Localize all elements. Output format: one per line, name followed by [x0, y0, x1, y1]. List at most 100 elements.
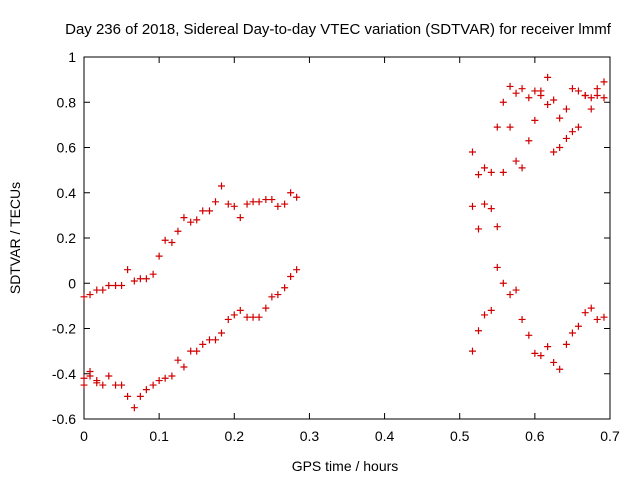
data-point — [105, 282, 113, 290]
data-point — [587, 94, 595, 102]
data-point — [512, 89, 520, 97]
y-tick-label: -0.6 — [52, 411, 76, 427]
data-point — [544, 343, 552, 351]
data-point — [193, 347, 201, 355]
data-point — [525, 94, 533, 102]
data-point — [155, 377, 163, 385]
x-tick-label: 0.4 — [375, 428, 395, 444]
data-point — [224, 315, 232, 323]
data-point — [562, 105, 570, 113]
data-point — [105, 372, 113, 380]
data-point — [149, 270, 157, 278]
data-point — [230, 311, 238, 319]
data-point — [525, 331, 533, 339]
data-point — [574, 322, 582, 330]
y-tick-label: -0.4 — [52, 366, 76, 382]
data-point — [556, 365, 564, 373]
series-upper-track — [80, 73, 608, 301]
data-point — [525, 137, 533, 145]
x-tick-label: 0 — [80, 428, 88, 444]
data-point — [287, 272, 295, 280]
data-point — [130, 404, 138, 412]
data-point — [481, 200, 489, 208]
data-point — [262, 196, 270, 204]
data-point — [531, 87, 539, 95]
data-point — [544, 101, 552, 109]
data-point — [199, 340, 207, 348]
data-point — [531, 116, 539, 124]
data-point — [487, 306, 495, 314]
data-point — [274, 291, 282, 299]
data-point — [487, 168, 495, 176]
data-point — [149, 381, 157, 389]
x-tick-label: 0.1 — [149, 428, 169, 444]
data-point — [506, 82, 514, 90]
data-point — [568, 85, 576, 93]
data-point — [80, 293, 88, 301]
data-point — [243, 200, 251, 208]
data-point — [550, 148, 558, 156]
data-point — [80, 374, 88, 382]
data-point — [249, 198, 257, 206]
data-point — [236, 214, 244, 222]
data-point — [518, 85, 526, 93]
data-point — [118, 381, 126, 389]
data-point — [86, 372, 94, 380]
x-tick-label: 0.7 — [600, 428, 620, 444]
data-point — [142, 275, 150, 283]
y-tick-label: -0.2 — [52, 321, 76, 337]
series-start-cluster — [80, 372, 101, 389]
y-tick-label: 0.2 — [57, 230, 77, 246]
data-point — [236, 306, 244, 314]
y-axis: -0.6 -0.4 -0.2 0 0.2 0.4 0.6 0.8 1 — [52, 49, 610, 427]
data-point — [230, 202, 238, 210]
data-point — [180, 214, 188, 222]
data-point — [168, 239, 176, 247]
data-point — [593, 91, 601, 99]
data-point — [556, 144, 564, 151]
data-point — [537, 91, 545, 99]
data-point — [468, 347, 476, 355]
data-point — [161, 236, 169, 244]
data-point — [136, 275, 144, 283]
data-point — [274, 202, 282, 210]
data-point — [205, 207, 213, 215]
x-tick-label: 0.5 — [450, 428, 470, 444]
data-point — [506, 123, 514, 131]
data-point — [293, 266, 301, 274]
data-point — [550, 96, 558, 104]
y-axis-label: SDTVAR / TECUs — [7, 182, 23, 294]
data-point — [574, 123, 582, 131]
data-point — [600, 94, 608, 102]
data-point — [168, 372, 176, 380]
data-point — [581, 91, 589, 99]
data-point — [93, 286, 101, 294]
data-point — [80, 381, 88, 389]
data-point — [142, 386, 150, 394]
data-point — [249, 313, 257, 321]
data-point — [281, 284, 289, 292]
data-point — [130, 277, 138, 285]
data-point — [568, 128, 576, 136]
data-point — [518, 315, 526, 323]
data-point — [281, 200, 289, 208]
data-point — [218, 182, 226, 190]
data-point — [531, 349, 539, 357]
data-point — [475, 327, 482, 335]
x-axis-label: GPS time / hours — [292, 458, 399, 474]
data-point — [481, 164, 489, 172]
data-point — [537, 352, 545, 360]
y-tick-label: 0.8 — [57, 94, 77, 110]
data-point — [205, 336, 213, 344]
data-point — [218, 329, 226, 337]
data-point — [550, 358, 558, 366]
x-tick-label: 0.3 — [300, 428, 320, 444]
data-point — [268, 293, 276, 301]
data-point — [99, 286, 107, 294]
data-point — [512, 157, 520, 165]
y-tick-label: 0.4 — [57, 185, 77, 201]
data-points — [80, 73, 608, 412]
data-point — [118, 282, 126, 290]
data-point — [493, 123, 501, 131]
data-point — [124, 392, 132, 400]
